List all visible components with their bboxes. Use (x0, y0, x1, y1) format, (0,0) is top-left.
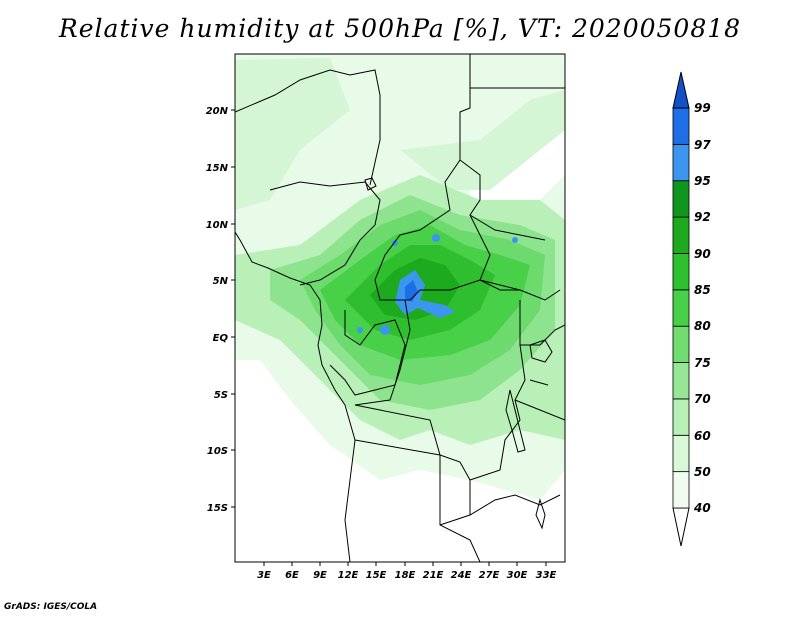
humidity-field (235, 54, 565, 562)
colorbar-bottom-triangle (672, 507, 690, 547)
rh-95-spot (380, 325, 390, 335)
lakes (364, 177, 553, 530)
rh-95-spot (392, 240, 398, 246)
latitude-axis: 20N 15N 10N 5N EQ 5S 10S 15S (206, 106, 235, 514)
lat-label: 10N (206, 220, 229, 231)
colorbar-label: 92 (694, 210, 711, 224)
map-title: Relative humidity at 500hPa [%], VT: 202… (58, 14, 742, 43)
lon-label: 27E (479, 570, 500, 581)
colorbar-top-triangle (672, 71, 690, 109)
grads-credit: GrADS: IGES/COLA (4, 602, 98, 612)
colorbar-swatch (672, 471, 690, 509)
colorbar-swatch (672, 325, 690, 363)
colorbar-label: 60 (694, 429, 711, 443)
lat-label: 20N (206, 106, 229, 117)
colorbar-swatch (672, 362, 690, 400)
lake-chad (364, 177, 377, 191)
lon-label: 3E (257, 570, 271, 581)
colorbar-label: 99 (694, 101, 711, 115)
lon-label: 18E (395, 570, 416, 581)
border-niger (235, 69, 381, 186)
colorbar-label: 90 (694, 247, 711, 261)
lake-tanganyika (505, 389, 526, 453)
lon-label: 21E (423, 570, 444, 581)
longitude-axis: 3E 6E 9E 12E 15E 18E 21E 24E 27E 30E 33E (257, 562, 557, 581)
lon-label: 15E (366, 570, 387, 581)
lake-victoria (529, 339, 553, 363)
colorbar-swatch (672, 434, 690, 473)
lon-label: 33E (536, 570, 557, 581)
colorbar-label: 40 (693, 501, 711, 515)
lake-malawi (535, 498, 546, 530)
border-car (374, 279, 520, 301)
lon-label: 9E (313, 570, 327, 581)
colorbar-swatch (672, 107, 690, 145)
colorbar-label: 80 (694, 319, 711, 333)
lon-label: 6E (285, 570, 299, 581)
colorbar-label: 50 (694, 465, 711, 479)
rh-95-spot (357, 327, 363, 333)
lat-label: 15S (207, 503, 228, 514)
lat-label: 15N (206, 163, 229, 174)
border-zambia (439, 480, 561, 526)
colorbar: 40 50 60 70 75 80 85 90 92 95 97 99 (672, 71, 711, 547)
colorbar-swatch (672, 253, 690, 291)
colorbar-swatch (672, 216, 690, 254)
colorbar-label: 95 (694, 174, 711, 188)
rh-50-area (235, 58, 565, 210)
rh-95-patch (395, 270, 455, 318)
colorbar-label: 70 (694, 392, 711, 406)
lon-label: 24E (451, 570, 472, 581)
lon-label: 12E (338, 570, 359, 581)
lat-label: EQ (213, 333, 229, 344)
coastline-west-africa (235, 231, 346, 406)
border-nigeria (269, 181, 381, 286)
lat-label: 10S (207, 446, 228, 457)
colorbar-swatch (672, 289, 690, 327)
lat-label: 5N (213, 276, 229, 287)
border-congo (329, 310, 406, 396)
colorbar-swatch (672, 398, 690, 436)
border-chad (374, 54, 471, 281)
map-frame (234, 53, 566, 563)
rh-97-patch (405, 280, 418, 302)
lat-label: 5S (214, 390, 228, 401)
colorbar-swatch (672, 143, 690, 182)
colorbar-label: 75 (694, 356, 711, 370)
border-drc (354, 299, 526, 481)
colorbar-label: 97 (694, 138, 711, 152)
border-angola (344, 404, 481, 562)
lon-label: 30E (507, 570, 528, 581)
rh-95-spot (432, 234, 440, 242)
colorbar-swatch (672, 180, 690, 218)
colorbar-label: 85 (694, 283, 711, 297)
border-south-sudan (469, 214, 561, 301)
rh-95-spot (512, 237, 518, 243)
